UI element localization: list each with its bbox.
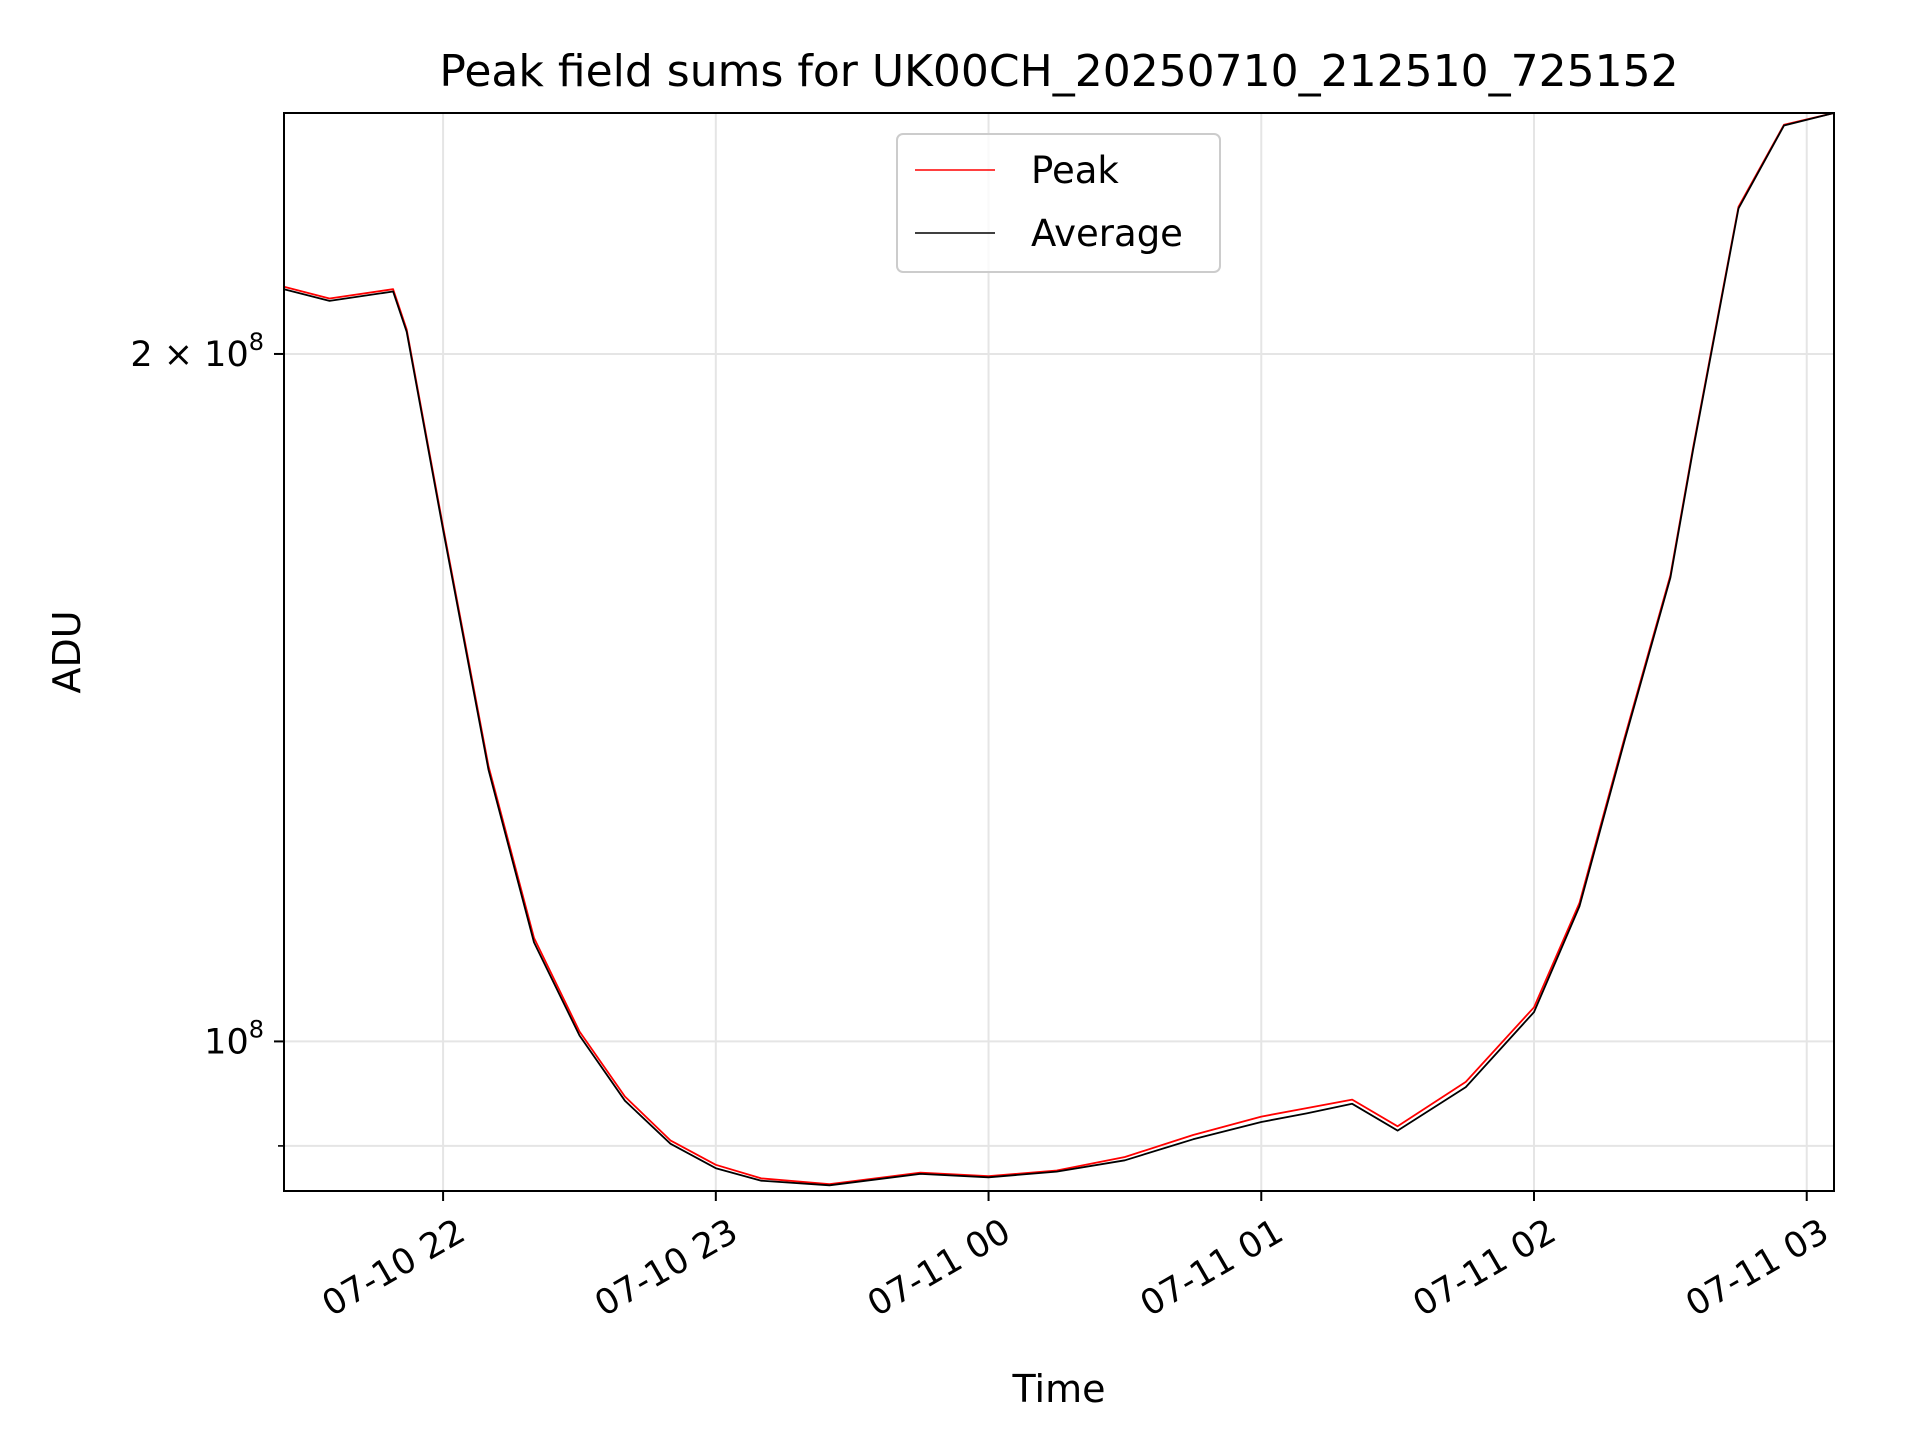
y-axis-label: ADU [45,610,89,693]
y-tick-label: 108 [204,1015,264,1062]
legend-label-peak: Peak [1031,149,1119,192]
series-layer [283,112,1835,1187]
legend-box [896,133,1221,273]
y-tick-label-base: 2 × 10 [130,335,248,375]
plot-frame [283,112,1835,1192]
y-tick-label-exponent: 8 [249,1015,264,1043]
grid [284,113,1834,1191]
y-tick-label: 2 × 108 [130,328,264,375]
y-tick-label-exponent: 8 [249,328,264,356]
legend-label-average: Average [1031,212,1183,255]
chart-title: Peak field sums for UK00CH_20250710_2125… [439,46,1678,97]
series-line-average [283,112,1835,1187]
legend: Peak Average [896,133,1221,273]
x-axis-label: Time [1012,1367,1106,1411]
y-tick-label-base: 10 [204,1022,249,1062]
